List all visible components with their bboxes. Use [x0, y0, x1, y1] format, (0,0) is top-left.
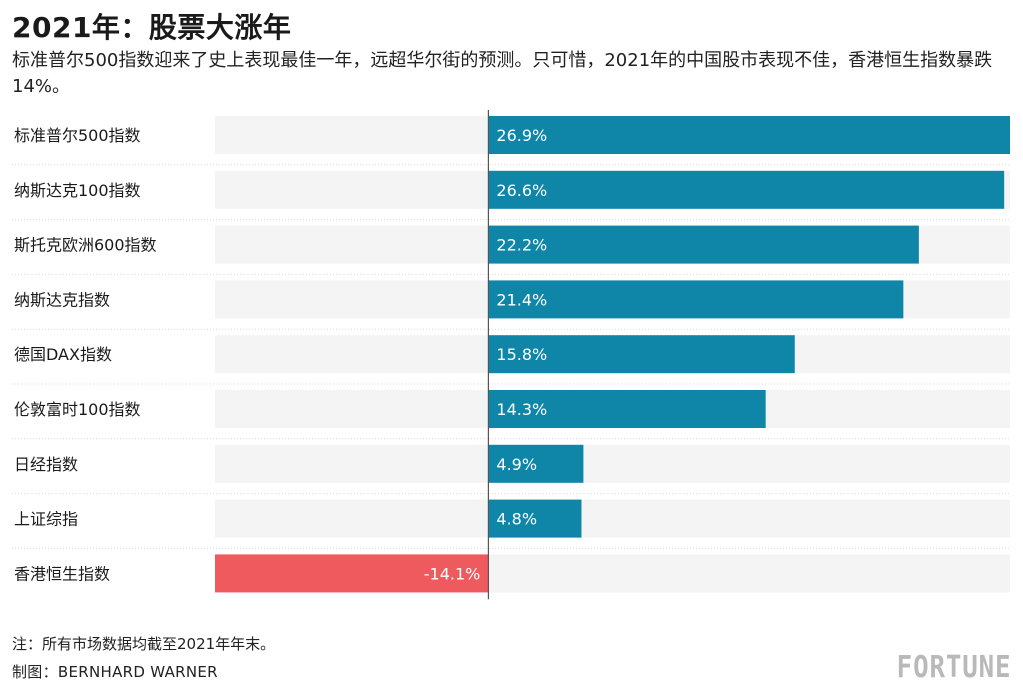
fortune-logo: FORTUNE [896, 650, 1011, 685]
bar-chart: 标准普尔500指数 26.9% 纳斯达克100指数 26.6% 斯托克欧洲600指数 22… [12, 110, 1010, 600]
bar [488, 280, 904, 319]
chart-subtitle: 标准普尔500指数迎来了史上表现最佳一年，远超华尔街的预测。只可惜，2021年的… [12, 50, 993, 97]
bar-track [215, 444, 1010, 483]
bar [488, 116, 1010, 154]
category-label: 标准普尔500指数 [14, 126, 141, 145]
category-label: 纳斯达克100指数 [14, 181, 141, 200]
bar-track [215, 499, 1010, 538]
bar [488, 170, 1005, 209]
value-label: 26.9% [496, 126, 547, 145]
footnote: 注：所有市场数据均截至2021年年末。 [12, 635, 276, 653]
value-label: -14.1% [424, 564, 481, 583]
bar [488, 225, 919, 264]
category-label: 上证综指 [14, 510, 78, 529]
chart-title: 2021年：股票大涨年 [12, 11, 292, 44]
value-label: 15.8% [496, 345, 547, 364]
bar [488, 444, 584, 483]
value-label: 14.3% [496, 400, 547, 419]
bar [215, 554, 489, 593]
bar [488, 390, 766, 428]
category-label: 德国DAX指数 [14, 345, 112, 364]
category-label: 香港恒生指数 [14, 564, 110, 583]
chart-credit: 制图：BERNHARD WARNER [12, 663, 218, 681]
value-label: 4.8% [496, 510, 537, 529]
value-label: 21.4% [496, 290, 547, 309]
bar [488, 335, 795, 374]
category-label: 日经指数 [14, 455, 78, 474]
category-label: 斯托克欧洲600指数 [14, 236, 157, 255]
value-label: 26.6% [496, 181, 547, 200]
value-label: 4.9% [496, 455, 537, 474]
bar [488, 499, 582, 538]
category-label: 伦敦富时100指数 [14, 400, 141, 419]
category-label: 纳斯达克指数 [14, 290, 110, 309]
value-label: 22.2% [496, 236, 547, 255]
